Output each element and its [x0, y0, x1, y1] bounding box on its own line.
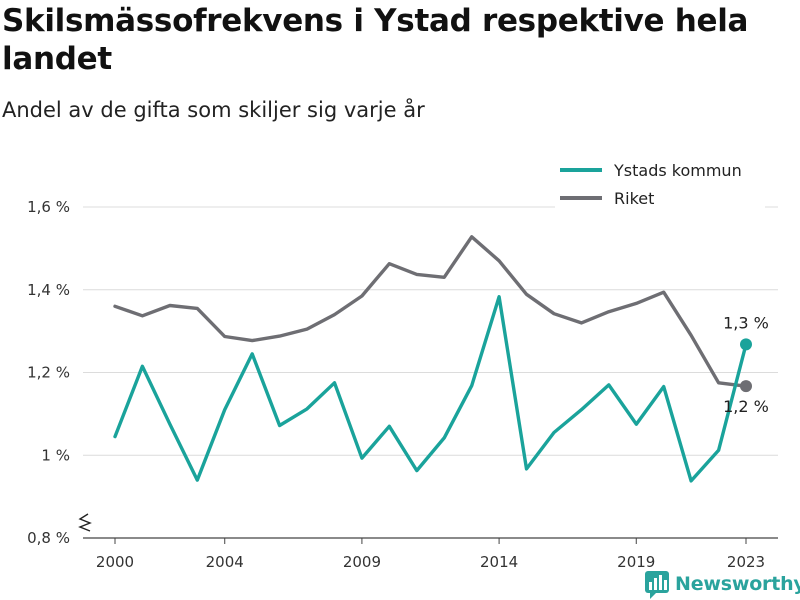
chart-title: Skilsmässofrekvens i Ystad respektive he… [2, 3, 749, 77]
end-value-label: 1,2 % [723, 397, 769, 416]
newsworthy-logo: Newsworthy [644, 568, 800, 600]
newsworthy-logo-icon [645, 571, 669, 599]
data-series: 1,3 % 1,2 % [113, 235, 769, 483]
x-tick-label: 2009 [343, 553, 381, 571]
legend: Ystads kommun Riket [555, 152, 765, 208]
x-tick-label: 2019 [617, 553, 655, 571]
series-line [113, 295, 748, 483]
x-tick-label: 2014 [480, 553, 518, 571]
y-tick-label: 1,6 % [27, 198, 70, 216]
chart-subtitle: Andel av de gifta som skiljer sig varje … [2, 98, 425, 122]
legend-label: Ystads kommun [613, 161, 742, 180]
series-line [113, 235, 748, 388]
y-tick-label: 1,4 % [27, 281, 70, 299]
y-tick-label: 1 % [41, 446, 70, 464]
axis-break-icon [78, 513, 92, 532]
end-value-label: 1,3 % [723, 313, 769, 332]
x-tick-label: 2023 [727, 553, 765, 571]
x-tick-label: 2000 [96, 553, 134, 571]
x-axis: 2000 2004 2009 2014 2019 2023 [78, 513, 778, 571]
y-tick-label: 1,2 % [27, 364, 70, 382]
y-tick-label: 0,8 % [27, 529, 70, 547]
legend-label: Riket [614, 189, 654, 208]
end-point-marker [740, 380, 752, 393]
y-axis-ticks: 1,6 % 1,4 % 1,2 % 1 % 0,8 % [27, 198, 70, 547]
brand-name: Newsworthy [675, 573, 800, 595]
x-tick-label: 2004 [206, 553, 244, 571]
end-point-marker [740, 338, 752, 351]
